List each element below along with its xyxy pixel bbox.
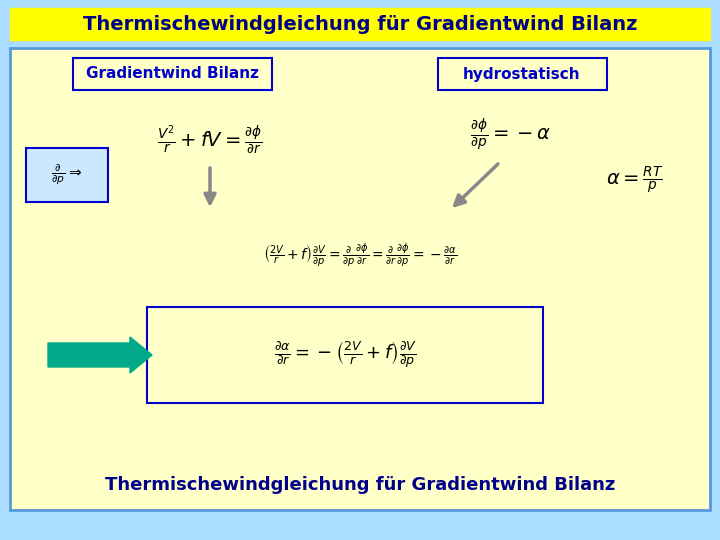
- Text: Thermischewindgleichung für Gradientwind Bilanz: Thermischewindgleichung für Gradientwind…: [83, 15, 637, 33]
- FancyBboxPatch shape: [438, 58, 607, 90]
- FancyArrow shape: [48, 337, 152, 373]
- FancyBboxPatch shape: [10, 48, 710, 510]
- Text: Thermischewindgleichung für Gradientwind Bilanz: Thermischewindgleichung für Gradientwind…: [105, 476, 615, 494]
- Text: $\frac{\partial}{\partial p}\Rightarrow$: $\frac{\partial}{\partial p}\Rightarrow$: [51, 163, 83, 187]
- Text: $\alpha = \frac{RT}{p}$: $\alpha = \frac{RT}{p}$: [606, 164, 664, 195]
- FancyBboxPatch shape: [73, 58, 272, 90]
- Text: $\left(\frac{2V}{r}+f\right)\frac{\partial V}{\partial p} = \frac{\partial}{\par: $\left(\frac{2V}{r}+f\right)\frac{\parti…: [263, 241, 457, 269]
- Text: $\frac{\partial\phi}{\partial p} = -\alpha$: $\frac{\partial\phi}{\partial p} = -\alp…: [469, 117, 551, 153]
- Text: $\frac{V^2}{r} + fV = \frac{\partial\phi}{\partial r}$: $\frac{V^2}{r} + fV = \frac{\partial\phi…: [158, 124, 263, 157]
- FancyBboxPatch shape: [147, 307, 543, 403]
- Text: $\frac{\partial\alpha}{\partial r} = -\left(\frac{2V}{r}+f\right)\frac{\partial : $\frac{\partial\alpha}{\partial r} = -\l…: [274, 340, 416, 370]
- Text: hydrostatisch: hydrostatisch: [463, 66, 581, 82]
- FancyBboxPatch shape: [10, 8, 710, 40]
- Text: Gradientwind Bilanz: Gradientwind Bilanz: [86, 66, 258, 82]
- FancyBboxPatch shape: [26, 148, 108, 202]
